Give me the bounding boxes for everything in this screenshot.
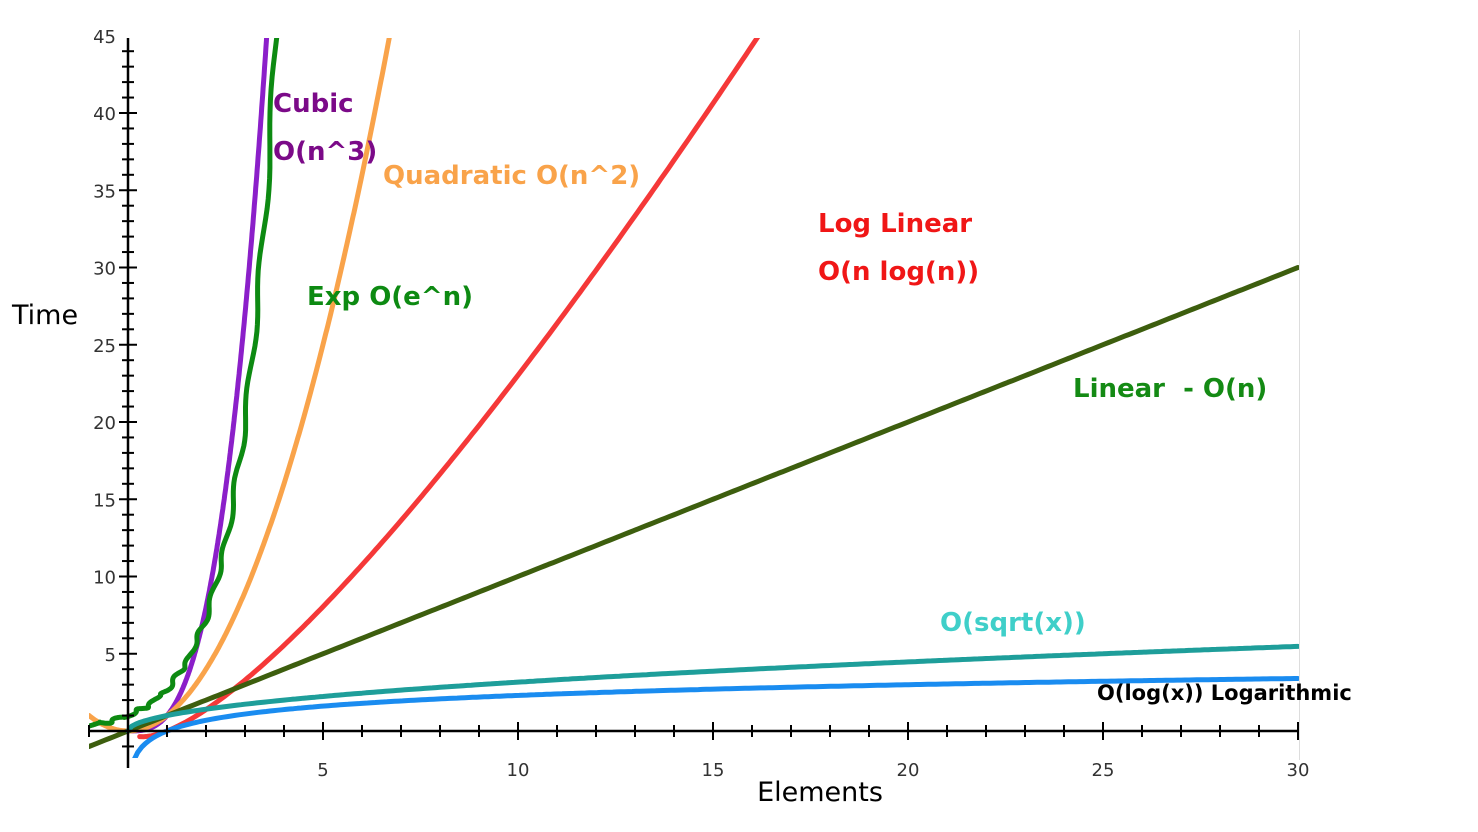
x-tick-label: 20	[897, 760, 920, 781]
y-tick-label: 30	[93, 259, 116, 280]
axes-layer	[88, 38, 1299, 768]
series-loglinear	[137, 38, 761, 740]
annotation-layer: Cubic O(n^3) Quadratic O(n^2) Exp O(e^n)…	[273, 89, 1352, 705]
y-tick-label: 5	[105, 645, 116, 666]
x-tick-label: 5	[317, 760, 328, 781]
series-log	[132, 676, 1299, 758]
plot-right-edge	[1299, 30, 1300, 760]
sqrt-label: O(sqrt(x))	[940, 608, 1086, 638]
y-tick-label: 10	[93, 568, 116, 589]
loglinear-label-line1: Log Linear	[818, 209, 972, 239]
x-tick-label: 25	[1092, 760, 1115, 781]
series-sqrt	[125, 643, 1299, 734]
linear-label: Linear - O(n)	[1073, 374, 1267, 404]
series-linear	[89, 265, 1299, 749]
x-axis-title: Elements	[757, 777, 883, 808]
y-axis-title: Time	[11, 300, 78, 331]
y-tick-label: 35	[93, 181, 116, 202]
cubic-label-line1: Cubic	[273, 89, 354, 119]
loglinear-label-line2: O(n log(n))	[818, 257, 979, 287]
y-tick-label: 15	[93, 490, 116, 511]
x-tick-label: 30	[1287, 760, 1310, 781]
x-tick-label: 10	[507, 760, 530, 781]
log-label: O(log(x)) Logarithmic	[1097, 681, 1352, 705]
tick-label-layer: 5 10 15 20 25 30 5 10 15 20 25 30 35 40 45	[93, 27, 1309, 781]
y-tick-label: 40	[93, 104, 116, 125]
series-quadratic	[89, 38, 392, 734]
series-exp	[89, 38, 280, 730]
quadratic-label: Quadratic O(n^2)	[383, 161, 640, 191]
y-tick-label: 25	[93, 336, 116, 357]
exp-label: Exp O(e^n)	[307, 282, 473, 312]
y-tick-label: 20	[93, 413, 116, 434]
x-tick-label: 15	[702, 760, 725, 781]
series-layer	[89, 38, 1299, 758]
y-tick-label: 45	[93, 27, 116, 48]
cubic-label-line2: O(n^3)	[273, 137, 377, 167]
